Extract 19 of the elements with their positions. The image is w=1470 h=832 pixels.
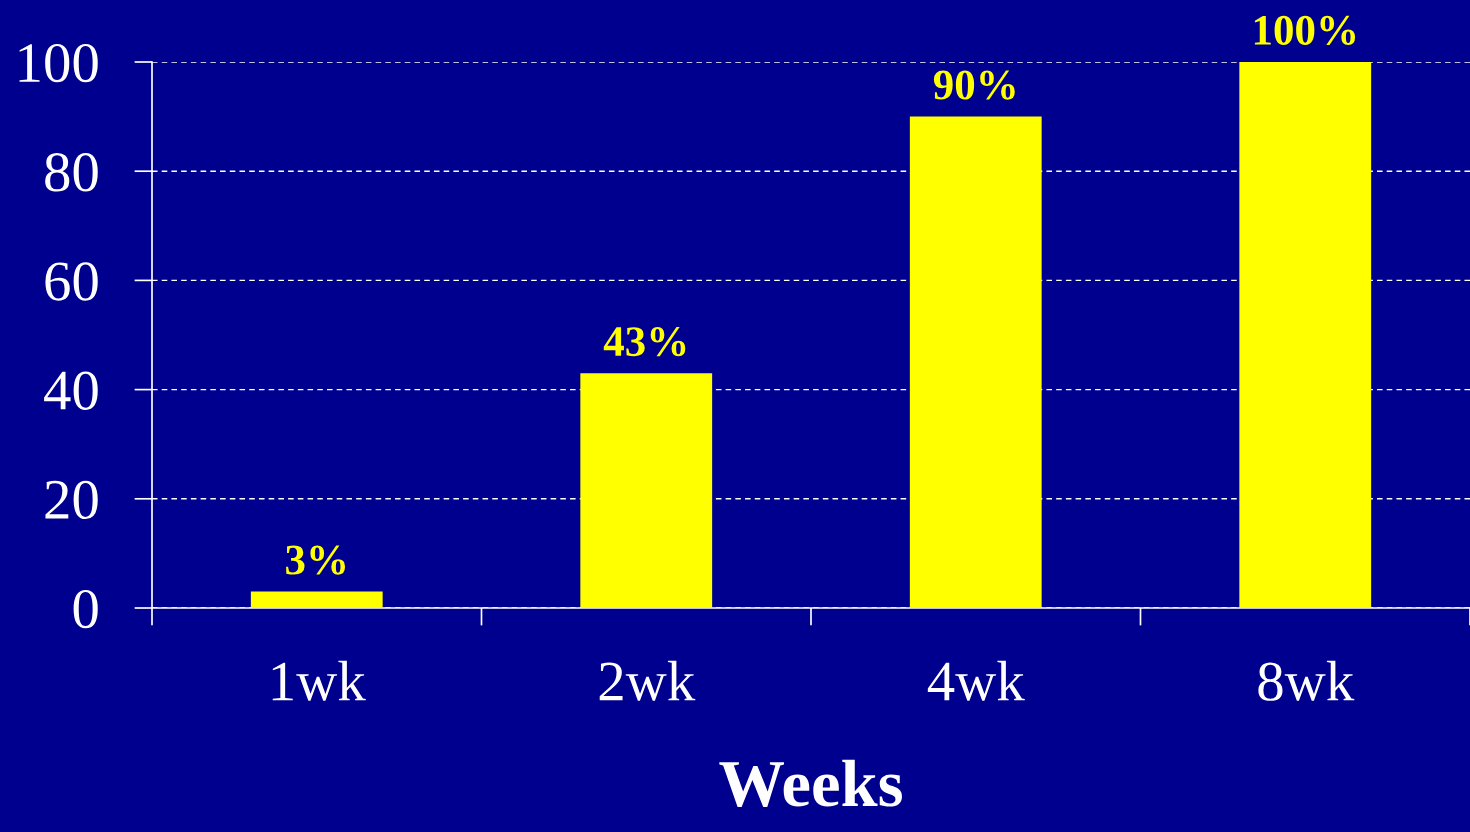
x-tick-label: 4wk (927, 660, 1025, 701)
data-label: 3% (286, 545, 346, 575)
bar (1239, 62, 1372, 608)
x-tick-label: 1wk (272, 660, 366, 701)
data-label: 100% (1254, 15, 1356, 46)
data-label: 43% (603, 327, 686, 357)
bar (580, 373, 713, 608)
bar (909, 116, 1042, 608)
y-tick-label: 80 (45, 153, 98, 192)
x-tick-label: 2wk (599, 660, 696, 701)
y-tick-label: 100 (19, 43, 98, 83)
y-tick-label: 20 (45, 480, 98, 520)
data-label: 90% (933, 70, 1015, 100)
y-tick-label: 60 (45, 262, 98, 301)
y-tick-label: 40 (44, 371, 98, 410)
x-tick-label: 8wk (1258, 660, 1355, 701)
x-axis-title: Weeks (719, 759, 902, 807)
bar (250, 591, 383, 608)
y-tick-label: 0 (73, 589, 98, 629)
